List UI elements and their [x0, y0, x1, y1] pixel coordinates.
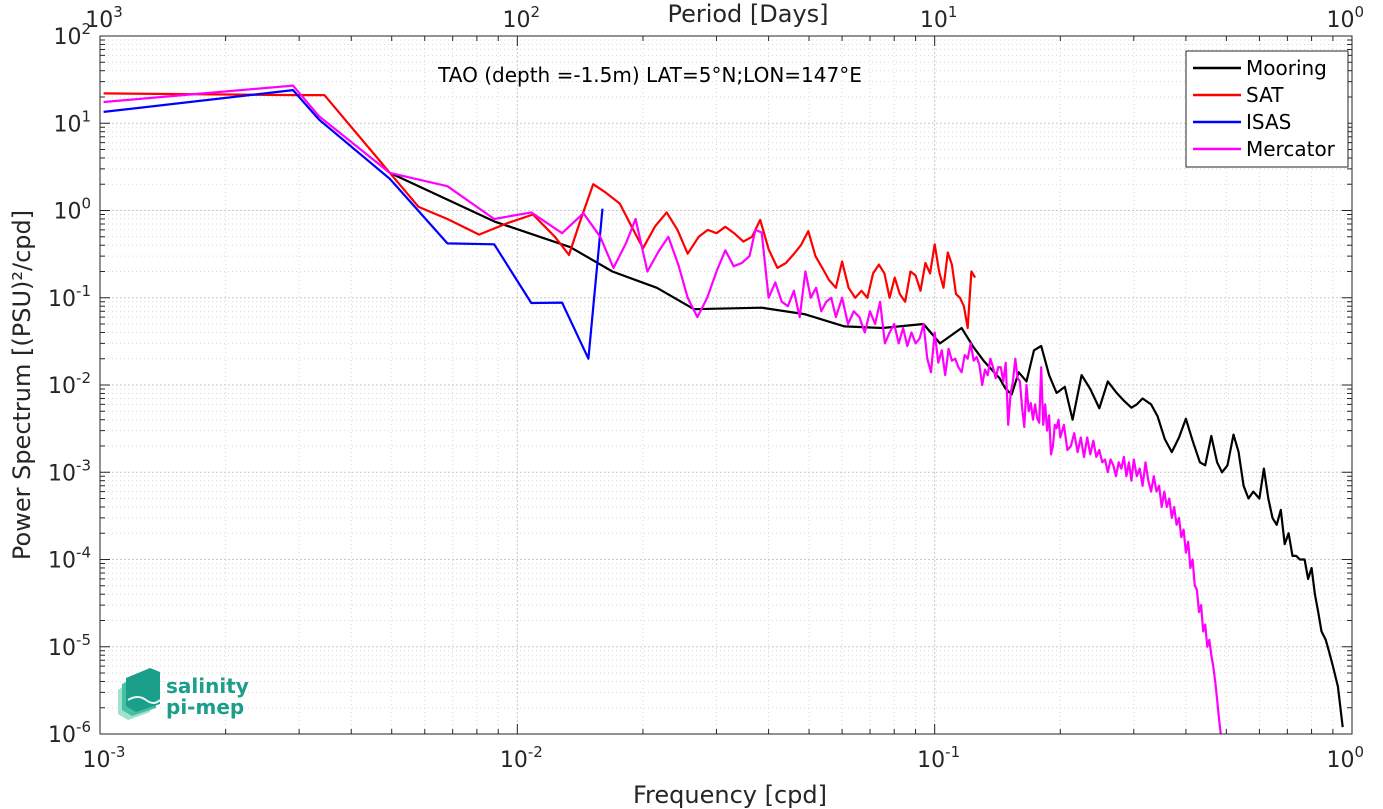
legend-label-sat: SAT: [1246, 83, 1284, 107]
top-x-axis-label: Period [Days]: [667, 0, 828, 28]
top-tick-label: 101: [920, 3, 958, 33]
x-tick-label: 10-1: [917, 743, 960, 773]
y-tick-label: 10-1: [48, 282, 91, 312]
grid-minor: [100, 36, 1352, 734]
y-tick-label: 10-5: [48, 631, 91, 661]
y-tick-label: 10-6: [48, 718, 91, 748]
legend-label-mercator: Mercator: [1246, 137, 1336, 161]
series-line-mooring: [389, 171, 1344, 728]
chart-title: TAO (depth =-1.5m) LAT=5°N;LON=147°E: [437, 63, 862, 87]
series-layer: [103, 84, 1344, 734]
series-line-isas: [103, 89, 604, 360]
y-tick-label: 100: [53, 195, 91, 225]
x-axis-label: Frequency [cpd]: [633, 781, 827, 809]
top-tick-label: 102: [503, 3, 541, 33]
ticks-layer: [99, 35, 1353, 735]
y-tick-label: 101: [53, 107, 91, 137]
logo-line2: pi-mep: [166, 695, 244, 719]
y-tick-label: 10-4: [48, 544, 91, 574]
x-tick-label: 10-2: [500, 743, 543, 773]
series-line-sat: [103, 92, 977, 330]
salinity-pi-mep-logo: salinity pi-mep: [118, 668, 249, 720]
top-tick-label: 100: [1326, 3, 1364, 33]
top-tick-label: 103: [85, 3, 123, 33]
series-line-mercator: [103, 84, 1222, 734]
legend-label-isas: ISAS: [1246, 110, 1291, 134]
logo-line1: salinity: [166, 674, 249, 698]
y-tick-label: 10-3: [48, 456, 91, 486]
logo-icon: [118, 668, 161, 720]
x-tick-label: 100: [1326, 743, 1364, 773]
legend-box: [1185, 50, 1349, 168]
y-tick-label: 102: [53, 20, 91, 50]
y-axis-label: Power Spectrum [(PSU)²/cpd]: [8, 210, 36, 560]
x-tick-label: 10-3: [83, 743, 126, 773]
legend-label-mooring: Mooring: [1246, 56, 1327, 80]
legend: Mooring SAT ISAS Mercator: [1185, 50, 1349, 168]
y-tick-label: 10-2: [48, 369, 91, 399]
